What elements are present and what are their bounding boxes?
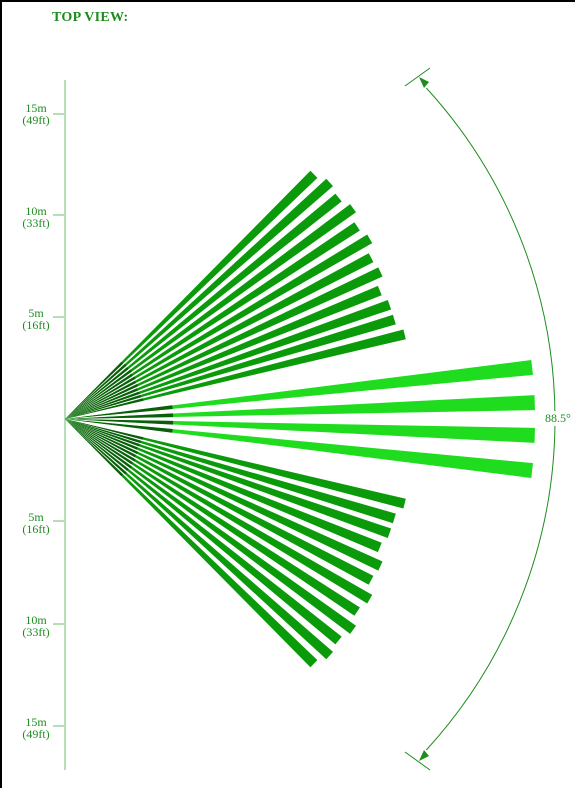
beam-lower-10 [65,419,392,538]
beam-lower-2-root [65,419,127,475]
beam-lower-11-root [65,419,142,444]
beam-center-1 [65,360,533,419]
beam-lower-7 [65,419,374,585]
beam-center-2 [65,395,535,419]
scale-axis [53,80,66,770]
angle-end-tick-top [404,67,431,87]
beam-lower-9 [65,419,382,553]
beam-upper-3-root [65,367,129,419]
beam-upper-9 [65,285,382,419]
beam-lower-7-root [65,419,136,458]
beam-lower-6 [65,419,373,604]
beam-upper-5-root [65,373,133,419]
beam-upper-4-root [65,369,132,419]
beam-upper-10 [65,300,392,419]
beam-upper-6-root [65,376,136,419]
beam-upper-3 [65,193,342,419]
beam-lower-3 [65,419,342,645]
beam-lower-1-root [65,419,124,477]
beam-lower-1 [65,419,318,668]
beam-lower-6-root [65,419,136,462]
diagram-title: TOP VIEW: [52,10,129,25]
beam-lower-4-root [65,419,132,469]
scale-label-bottom-10m: 10m (33ft) [22,613,50,639]
scale-label-bottom-15m: 15m (49ft) [22,715,50,741]
scale-label-top-5m: 5m (16ft) [22,306,50,332]
beam-lower-4 [65,419,356,634]
detection-beams [65,170,535,668]
beam-lower-9-root [65,419,138,450]
beam-center-1-root [65,405,173,419]
beam-center-3 [65,419,535,443]
beam-upper-1-root [65,361,124,419]
beam-center-4-root [65,419,173,433]
angle-arc [425,87,556,751]
beam-upper-9-root [65,388,138,419]
angle-arrowhead-bottom [419,750,429,761]
beam-upper-12-root [65,398,144,419]
scale-label-bottom-5m: 5m (16ft) [22,510,50,536]
beam-upper-1 [65,170,318,419]
beam-lower-10-root [65,419,140,447]
beam-upper-2-root [65,363,127,419]
beam-lower-12-root [65,419,144,440]
scale-label-top-10m: 10m (33ft) [22,204,50,230]
scale-label-top-15m: 15m (49ft) [22,101,50,127]
beam-center-2-root [65,413,174,419]
beam-lower-8-root [65,419,139,454]
beam-lower-8 [65,419,383,571]
beam-upper-8 [65,267,383,419]
angle-label: 88.5° [544,411,572,426]
beam-upper-7-root [65,380,136,419]
angle-end-tick-bottom [404,751,431,771]
beam-center-4 [65,419,533,478]
beam-upper-11-root [65,394,142,419]
beam-lower-5 [65,419,360,616]
beam-upper-4 [65,204,356,419]
beam-upper-6 [65,234,373,419]
angle-indicator [404,67,556,771]
angle-arrowhead-top [419,77,429,88]
beam-lower-11 [65,419,396,524]
beam-lower-3-root [65,419,129,471]
beam-lower-12 [65,419,406,509]
beam-lower-2 [65,419,333,660]
beam-upper-11 [65,314,396,419]
beam-center-3-root [65,419,174,425]
beam-lower-5-root [65,419,133,465]
beam-upper-7 [65,253,374,419]
beam-upper-10-root [65,391,140,419]
beam-upper-8-root [65,384,139,419]
beam-upper-5 [65,222,360,419]
beam-upper-12 [65,329,406,419]
beam-upper-2 [65,178,333,419]
